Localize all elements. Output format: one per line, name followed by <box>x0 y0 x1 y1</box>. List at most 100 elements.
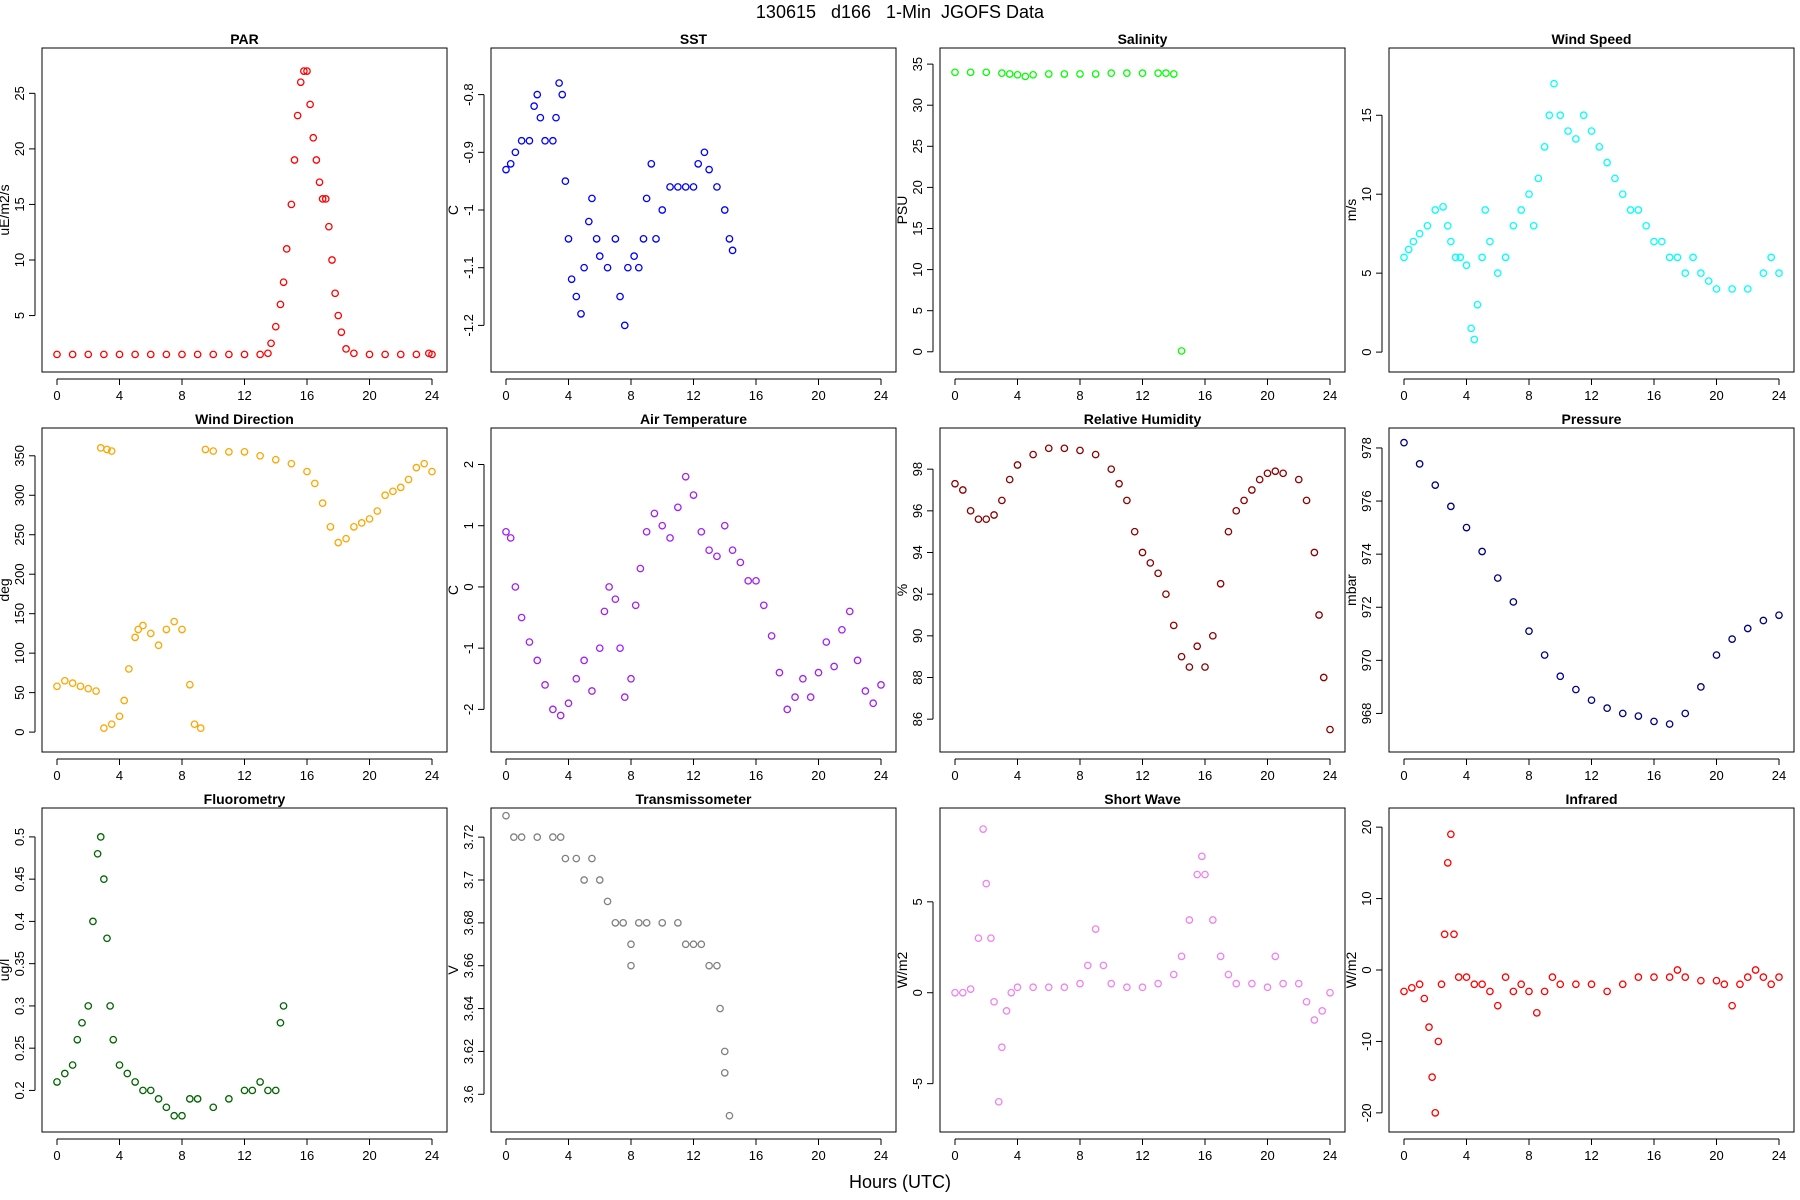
y-axis-label: deg <box>0 578 12 601</box>
data-point <box>170 1111 179 1120</box>
data-point <box>1400 987 1408 996</box>
data-point <box>1154 979 1162 988</box>
data-point <box>256 451 264 460</box>
data-point <box>279 1002 288 1010</box>
data-point <box>1415 460 1424 468</box>
x-tick-label: 16 <box>749 388 763 403</box>
data-point <box>697 940 706 949</box>
data-point <box>1224 970 1233 979</box>
data-point <box>561 854 570 863</box>
data-point <box>1447 830 1455 839</box>
x-tick-label: 0 <box>951 388 958 403</box>
data-point <box>389 487 397 496</box>
data-point <box>1431 1109 1440 1117</box>
y-tick-label: 0 <box>461 583 476 590</box>
x-tick-label: 4 <box>1014 768 1021 783</box>
y-tick-label: -0.9 <box>461 141 476 163</box>
data-point <box>131 633 139 642</box>
data-point <box>1423 221 1432 230</box>
data-point <box>1185 916 1194 924</box>
data-point <box>744 576 753 585</box>
data-point <box>96 833 105 841</box>
data-point <box>381 491 389 500</box>
x-tick-label: 16 <box>1198 768 1212 783</box>
data-point <box>725 234 734 243</box>
y-tick-label: 96 <box>910 504 925 518</box>
data-point <box>556 711 565 720</box>
x-tick-label: 4 <box>116 388 123 403</box>
data-point <box>1029 70 1037 79</box>
data-point <box>1712 976 1721 985</box>
data-point <box>1587 127 1596 135</box>
page-title: 130615 d166 1-Min JGOFS Data <box>755 2 1045 22</box>
data-point <box>1002 1007 1011 1015</box>
data-point <box>564 234 573 243</box>
data-point <box>170 617 179 626</box>
data-point <box>1279 979 1287 988</box>
data-point <box>752 576 760 585</box>
data-point <box>1091 925 1100 933</box>
data-point <box>96 444 105 452</box>
data-point <box>1177 652 1186 661</box>
data-point <box>185 680 194 689</box>
data-point <box>1525 987 1533 996</box>
data-point <box>93 849 102 858</box>
data-point <box>639 234 648 243</box>
data-point <box>634 263 643 272</box>
data-point <box>767 632 776 640</box>
data-point <box>342 345 350 353</box>
data-point <box>647 159 656 168</box>
data-point <box>713 183 721 191</box>
data-point <box>966 506 975 515</box>
y-tick-label: 5 <box>910 898 925 905</box>
data-point <box>1415 980 1424 989</box>
x-tick-label: 24 <box>1323 1148 1337 1163</box>
x-tick-label: 8 <box>178 388 185 403</box>
data-point <box>1556 672 1565 681</box>
x-tick-label: 12 <box>686 1148 700 1163</box>
data-point <box>658 521 667 530</box>
data-point <box>720 206 729 214</box>
data-point <box>1454 973 1463 981</box>
x-tick-label: 16 <box>300 768 314 783</box>
data-point <box>1618 980 1627 989</box>
data-point <box>595 876 604 884</box>
y-tick-label: 2 <box>461 461 476 468</box>
data-point <box>1431 206 1440 214</box>
y-tick-label: 0 <box>1359 348 1374 355</box>
data-point <box>1450 930 1458 939</box>
data-point <box>342 534 350 543</box>
data-point <box>350 349 358 358</box>
data-point <box>1060 70 1069 78</box>
data-point <box>1481 206 1490 214</box>
data-point <box>1439 202 1447 211</box>
data-point <box>1248 979 1256 988</box>
data-point <box>196 724 205 733</box>
data-point <box>1545 111 1554 120</box>
data-point <box>713 961 721 970</box>
data-point <box>1060 444 1069 453</box>
y-tick-label: -1.2 <box>461 314 476 336</box>
data-point <box>293 111 302 120</box>
data-point <box>603 263 612 272</box>
data-point <box>1572 980 1580 989</box>
x-tick-label: 16 <box>1647 388 1661 403</box>
data-point <box>1759 973 1768 981</box>
data-point <box>303 67 311 75</box>
data-point <box>1302 997 1311 1006</box>
data-point <box>318 499 327 508</box>
chart-fluorometry: Fluorometry 0 4 8 12 16 20 24 0.2 0.25 0.3 0.35 0.4 0… <box>0 791 448 1163</box>
y-tick-label: 150 <box>12 603 27 625</box>
data-point <box>178 625 186 634</box>
chart-title: Salinity <box>1118 31 1168 47</box>
data-point <box>1216 952 1225 961</box>
data-point <box>1759 616 1768 625</box>
x-tick-label: 4 <box>1463 1148 1470 1163</box>
data-point <box>1130 527 1139 536</box>
chart-pressure: Pressure 0 4 8 12 16 20 24 968 970 972 974 976 978 mba… <box>1343 411 1795 783</box>
data-point <box>1415 229 1424 238</box>
data-point <box>588 194 596 203</box>
data-point <box>979 825 987 833</box>
data-point <box>658 919 667 927</box>
x-tick-label: 24 <box>1772 1148 1786 1163</box>
